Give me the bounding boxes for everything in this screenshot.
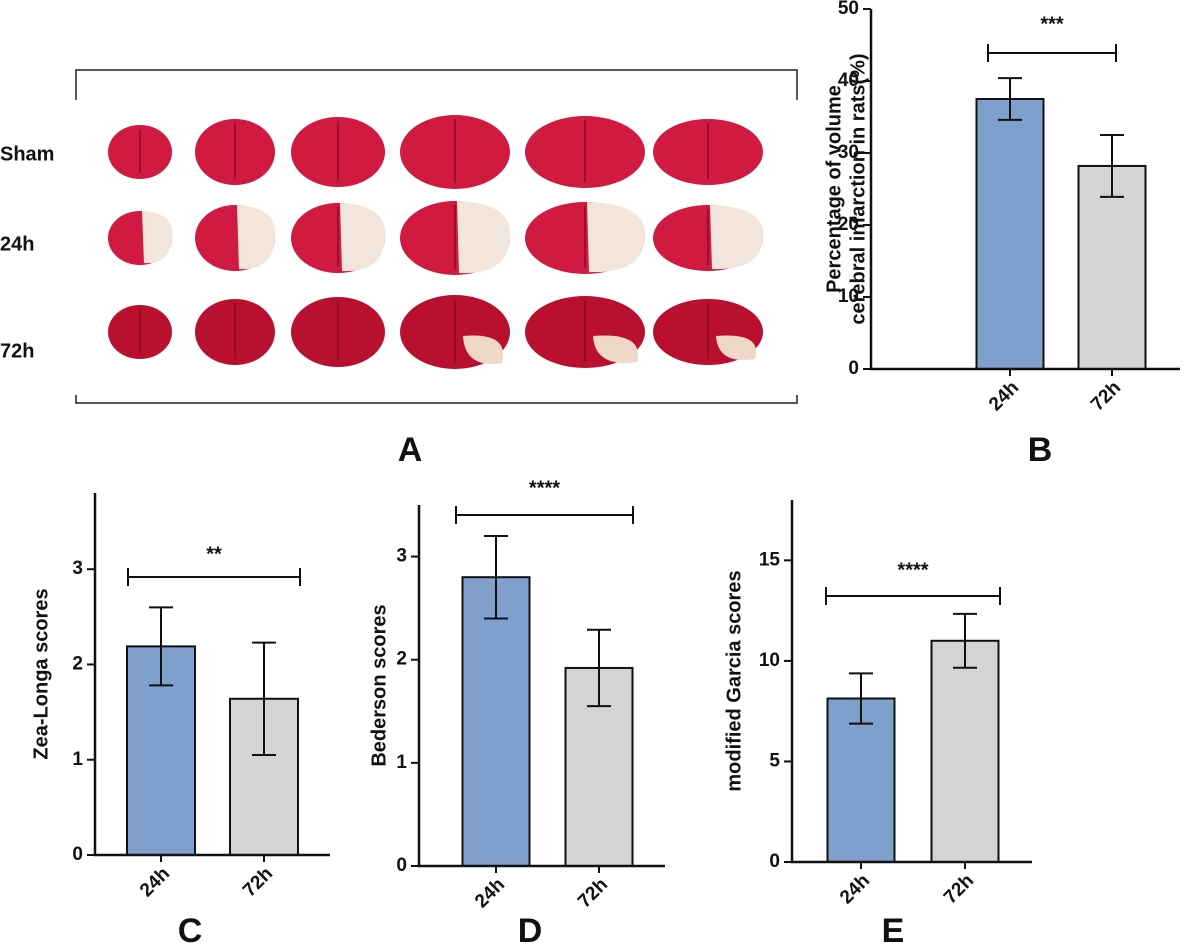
- bar: [975, 98, 1045, 370]
- x-tick-label: 24h: [985, 377, 1023, 415]
- y-tick-label: 15: [759, 549, 781, 570]
- bar-chart: 24h 72h 0 1 2 3 Zea-Longa scores ** C: [30, 493, 330, 949]
- significance: ***: [1040, 13, 1064, 35]
- axes: [869, 9, 1180, 371]
- error-bar: [587, 628, 611, 708]
- y-tick-label: 0: [848, 358, 859, 379]
- row-label: Sham: [0, 143, 54, 165]
- bar-chart: 24h 72h 0 5 10 15 modified Garcia scores **** E: [723, 500, 1032, 949]
- brain-slice: [653, 205, 764, 271]
- y-tick-label: 10: [759, 650, 780, 671]
- y-tick-label: 2: [72, 653, 83, 674]
- brain-slice: [525, 116, 645, 188]
- brain-slice: [400, 115, 510, 189]
- infarct-area: [716, 335, 757, 361]
- y-tick-label: 2: [396, 649, 407, 670]
- infarct-area: [463, 335, 504, 364]
- significance-bracket: [987, 44, 1117, 62]
- row-label: 72h: [0, 340, 34, 362]
- infarct-area: [237, 205, 276, 270]
- brain-slice: [195, 205, 276, 271]
- brain-slice: [291, 203, 386, 273]
- error-bar: [953, 612, 977, 669]
- x-tick-label: 72h: [940, 870, 978, 908]
- photo-panel: Sham 24h 72h A: [0, 69, 798, 469]
- y-tick-label: 3: [72, 558, 83, 579]
- x-tick-label: 72h: [1087, 377, 1125, 415]
- y-axis-label: Percentage of volume: [823, 85, 845, 293]
- x-tick-label: 24h: [136, 863, 174, 901]
- y-axis-label: Zea-Longa scores: [30, 588, 52, 759]
- bar-chart: 24h 72h 0 1 2 3 Bederson scores **** D: [368, 477, 665, 949]
- y-tick-label: 10: [838, 286, 859, 307]
- significance-bracket: [455, 506, 634, 524]
- y-tick-label: 0: [769, 851, 780, 872]
- panel-label: D: [518, 912, 543, 949]
- y-tick-label: 50: [838, 0, 859, 19]
- brain-slice: [653, 299, 763, 365]
- brain-slice: [525, 202, 646, 274]
- panel-label: E: [882, 912, 905, 949]
- significance: **: [206, 543, 222, 565]
- brain-slice: [291, 117, 385, 187]
- error-bar: [998, 77, 1022, 121]
- panel-label: C: [178, 912, 203, 949]
- infarct-area: [142, 211, 173, 264]
- brain-slice: [653, 119, 763, 185]
- infarct-area: [457, 201, 511, 274]
- error-bar: [252, 641, 276, 756]
- bar-chart: 24h 72h 0 10 20 30 40 50 Percentage of volume cer…: [823, 0, 1180, 469]
- y-tick-label: 20: [838, 214, 859, 235]
- brain-slice: [108, 211, 173, 265]
- bar: [930, 639, 1000, 863]
- y-axis-label: cerebral infarction in rats(%): [847, 53, 869, 324]
- significance-bracket: [127, 568, 301, 586]
- brain-slice: [108, 305, 172, 359]
- y-tick-label: 0: [396, 855, 407, 876]
- brain-slice: [400, 295, 510, 369]
- infarct-area: [587, 202, 646, 273]
- y-tick-label: 40: [838, 70, 859, 91]
- y-tick-label: 1: [396, 752, 407, 773]
- error-bar: [149, 606, 173, 687]
- row-label: 24h: [0, 233, 34, 255]
- x-tick-label: 24h: [471, 874, 509, 912]
- frame: [75, 69, 798, 404]
- brain-slice: [291, 297, 385, 367]
- error-bar: [484, 534, 508, 620]
- significance: ****: [529, 477, 560, 499]
- brain-slice: [195, 299, 275, 365]
- panel-label: A: [398, 431, 423, 469]
- error-bar: [1100, 134, 1124, 198]
- y-tick-label: 30: [838, 142, 859, 163]
- x-tick-label: 24h: [836, 870, 874, 908]
- brain-slice: [525, 296, 645, 368]
- significance: ****: [897, 559, 928, 581]
- y-tick-label: 5: [769, 750, 780, 771]
- y-axis-label: modified Garcia scores: [723, 570, 745, 791]
- y-tick-label: 0: [72, 844, 83, 865]
- infarct-area: [710, 205, 764, 270]
- y-axis-label: Bederson scores: [368, 604, 390, 766]
- axes: [417, 505, 665, 868]
- infarct-area: [340, 203, 386, 272]
- x-tick-label: 72h: [239, 863, 277, 901]
- axes: [790, 500, 1032, 864]
- error-bar: [849, 672, 873, 725]
- bar: [461, 576, 531, 867]
- axes: [93, 493, 330, 857]
- bar: [1077, 164, 1147, 370]
- significance-bracket: [825, 587, 1001, 605]
- infarct-area: [593, 335, 639, 363]
- y-tick-label: 1: [72, 749, 83, 770]
- brain-slice: [108, 125, 172, 179]
- brain-slice: [195, 119, 275, 185]
- x-tick-label: 72h: [574, 874, 612, 912]
- panel-label: B: [1028, 431, 1053, 469]
- brain-slice: [400, 201, 511, 275]
- y-tick-label: 3: [396, 546, 407, 567]
- bar: [826, 697, 896, 863]
